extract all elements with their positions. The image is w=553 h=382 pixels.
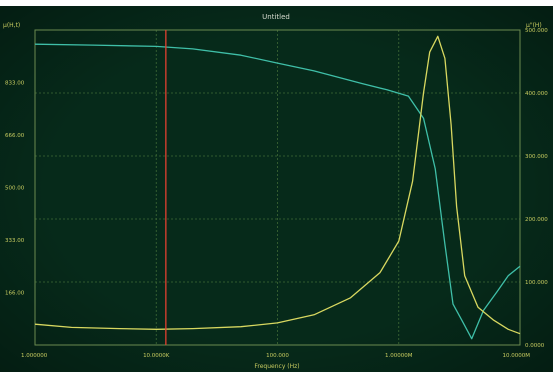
x-tick-label: 10.0000M — [503, 353, 531, 359]
series-layer — [34, 35, 521, 340]
x-tick-label: 10.0000K — [143, 353, 170, 359]
left-tick-label: 666.00 — [5, 133, 25, 139]
x-tick-label: 1.00000M — [385, 353, 413, 359]
right-tick-label: 0.0000 — [525, 343, 545, 349]
left-tick-label: 500.00 — [5, 186, 25, 192]
left-tick-label: 833.00 — [5, 81, 25, 87]
tick-labels: 1.000000 10.0000K 100.000 1.00000M 10.0000M 1… — [5, 28, 548, 359]
right-tick-label: 300.000 — [525, 154, 548, 160]
right-tick-label: 100.000 — [525, 280, 548, 286]
series-line-right-axis — [34, 35, 521, 335]
x-tick-label: 1.000000 — [21, 353, 48, 359]
chart-title: Untitled — [262, 13, 290, 21]
right-tick-label: 500.000 — [525, 28, 548, 34]
x-tick-label: 100.000 — [266, 353, 289, 359]
x-axis-label: Frequency (Hz) — [254, 363, 299, 370]
vignette — [0, 6, 553, 372]
right-tick-label: 200.000 — [525, 217, 548, 223]
series-line-left-axis — [34, 43, 521, 340]
right-axis-label: µ"(H) — [526, 22, 542, 29]
left-tick-label: 333.00 — [5, 238, 25, 244]
right-tick-label: 400.000 — [525, 91, 548, 97]
left-axis-label: µ(H,t) — [3, 22, 20, 29]
plot-frame — [34, 29, 521, 346]
left-tick-label: 166.00 — [5, 290, 25, 296]
